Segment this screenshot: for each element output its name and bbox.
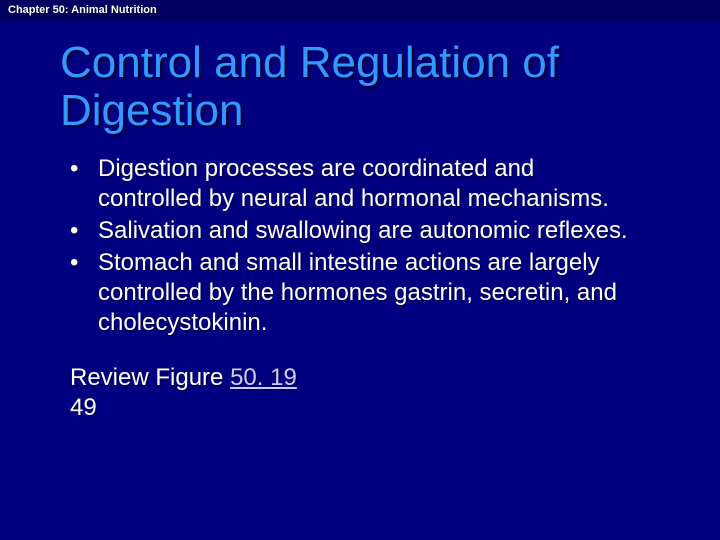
slide-title: Control and Regulation of Digestion (60, 39, 640, 136)
review-line: Review Figure 50. 19 (70, 364, 720, 392)
bullet-item: Stomach and small intestine actions are … (70, 248, 630, 338)
bullet-list: Digestion processes are coordinated and … (70, 154, 630, 338)
chapter-label: Chapter 50: Animal Nutrition (8, 4, 712, 16)
header-bar: Chapter 50: Animal Nutrition (0, 0, 720, 21)
bullet-item: Digestion processes are coordinated and … (70, 154, 630, 214)
review-figure-link[interactable]: 50. 19 (230, 364, 297, 391)
page-number-fragment: 49 (70, 394, 720, 422)
review-prefix: Review Figure (70, 364, 230, 391)
slide-container: Chapter 50: Animal Nutrition Control and… (0, 0, 720, 540)
bullet-item: Salivation and swallowing are autonomic … (70, 216, 630, 246)
